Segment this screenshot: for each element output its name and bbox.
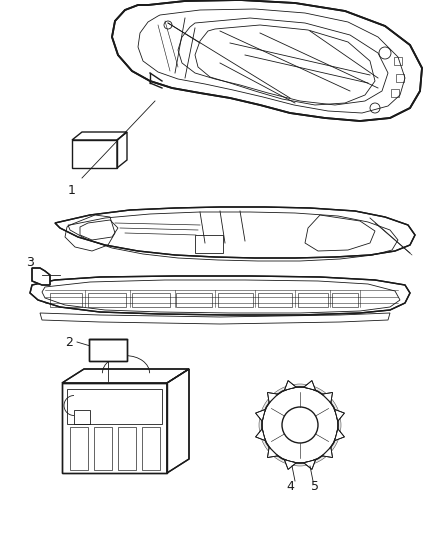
Bar bbox=[258, 293, 292, 307]
Polygon shape bbox=[304, 459, 316, 470]
Bar bbox=[195, 235, 223, 253]
Text: 4: 4 bbox=[286, 481, 294, 494]
Text: 1: 1 bbox=[68, 184, 76, 198]
Polygon shape bbox=[335, 409, 344, 421]
Bar bbox=[89, 339, 127, 361]
Polygon shape bbox=[112, 0, 422, 121]
Bar bbox=[142, 427, 160, 470]
Bar bbox=[94, 427, 112, 470]
Bar bbox=[70, 427, 88, 470]
Bar bbox=[72, 140, 117, 168]
Bar bbox=[298, 293, 328, 307]
Polygon shape bbox=[284, 381, 296, 390]
Circle shape bbox=[262, 387, 338, 463]
Polygon shape bbox=[255, 429, 265, 441]
Polygon shape bbox=[284, 459, 296, 470]
Polygon shape bbox=[62, 369, 189, 383]
Polygon shape bbox=[255, 409, 265, 421]
Text: 3: 3 bbox=[26, 256, 34, 270]
Polygon shape bbox=[322, 447, 332, 457]
Text: 2: 2 bbox=[65, 335, 73, 349]
Bar bbox=[396, 74, 404, 82]
Polygon shape bbox=[335, 429, 344, 441]
Polygon shape bbox=[268, 447, 278, 457]
Bar bbox=[62, 383, 167, 473]
Polygon shape bbox=[167, 369, 189, 473]
Bar bbox=[62, 383, 167, 473]
Polygon shape bbox=[322, 392, 332, 403]
Bar bbox=[67, 389, 162, 424]
Polygon shape bbox=[304, 381, 316, 390]
Bar bbox=[50, 293, 82, 307]
Bar bbox=[332, 293, 358, 307]
Polygon shape bbox=[32, 268, 50, 285]
Text: 5: 5 bbox=[311, 481, 319, 494]
Polygon shape bbox=[30, 276, 410, 315]
Bar bbox=[394, 57, 402, 65]
Bar bbox=[132, 293, 170, 307]
Bar bbox=[218, 293, 253, 307]
Polygon shape bbox=[268, 392, 278, 403]
Bar bbox=[88, 293, 126, 307]
Bar bbox=[176, 293, 212, 307]
Bar bbox=[89, 339, 127, 361]
Polygon shape bbox=[55, 207, 415, 258]
Bar bbox=[118, 427, 136, 470]
Bar bbox=[391, 89, 399, 97]
Circle shape bbox=[259, 384, 341, 466]
